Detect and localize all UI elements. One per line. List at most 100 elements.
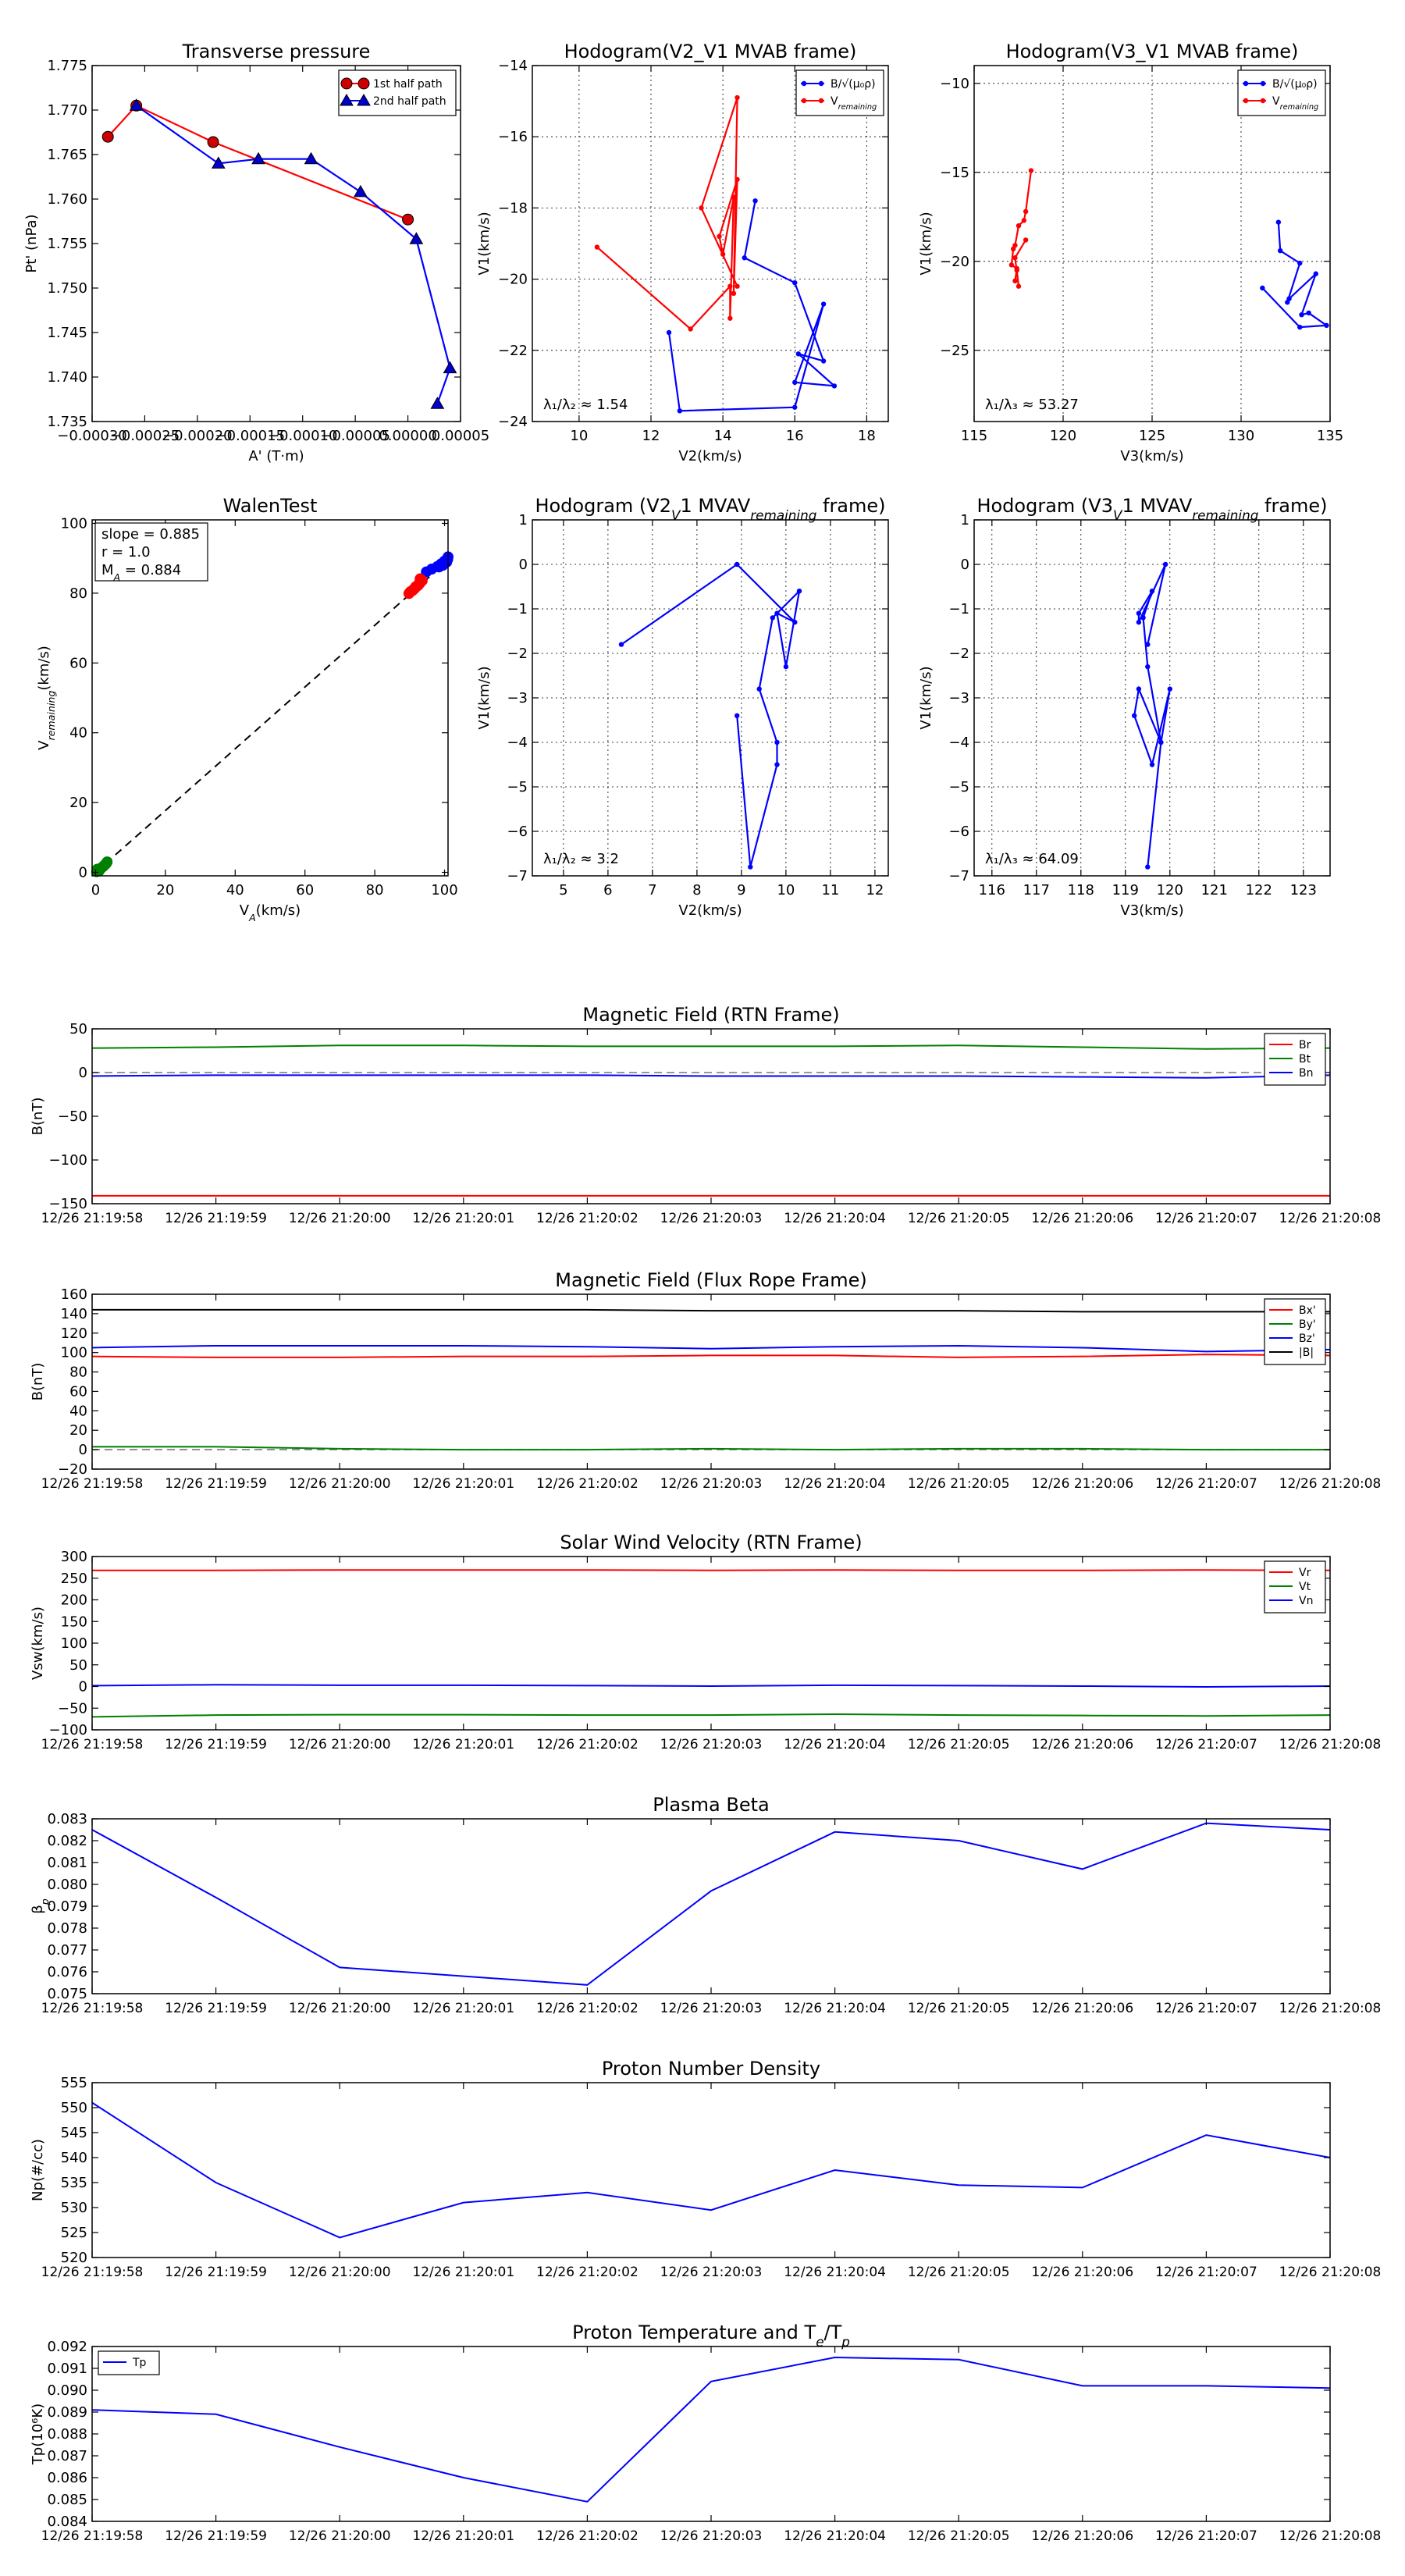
data-point xyxy=(735,283,740,289)
legend-marker xyxy=(801,98,807,104)
y-tick-label: 60 xyxy=(69,1383,87,1400)
chart-title: Hodogram(V3_V1 MVAB frame) xyxy=(1006,41,1299,62)
data-point xyxy=(251,151,265,165)
y-tick-label: 20 xyxy=(69,1422,87,1439)
data-point xyxy=(129,98,144,111)
x-tick-label: 12/26 21:20:05 xyxy=(908,1737,1010,1752)
y-tick-label: −3 xyxy=(948,690,969,706)
data-point xyxy=(796,589,802,594)
data-point xyxy=(1275,219,1282,225)
data-point xyxy=(1324,322,1329,329)
y-tick-label: 530 xyxy=(61,2200,87,2216)
label-part: V xyxy=(240,902,250,919)
data-point xyxy=(409,232,424,244)
label-part: V xyxy=(1113,507,1123,523)
chart-title: Proton Number Density xyxy=(602,2058,820,2080)
y-tick-label: 525 xyxy=(61,2225,87,2241)
y-tick-label: 1.765 xyxy=(47,147,87,163)
chart-bfield: 12/26 21:19:58 12/26 21:19:59 12/26 21:20:… xyxy=(30,1004,1381,1226)
x-tick-label: 12/26 21:20:00 xyxy=(289,1211,391,1226)
x-axis-label: V2(km/s) xyxy=(678,902,742,919)
y-tick-label: −6 xyxy=(948,824,969,840)
x-tick-label: −0.00010 xyxy=(268,428,338,444)
x-tick-label: 12/26 21:19:58 xyxy=(41,2265,144,2280)
data-point xyxy=(666,329,672,336)
data-point xyxy=(831,383,838,389)
y-tick-label: −18 xyxy=(498,200,528,216)
y-tick-label: 60 xyxy=(69,655,87,671)
legend-marker xyxy=(1260,98,1266,104)
x-tick-label: 12/26 21:20:00 xyxy=(289,2528,391,2544)
data-point xyxy=(735,713,740,718)
y-tick-label: −150 xyxy=(49,1196,87,1212)
legend-label: 2nd half path xyxy=(373,95,446,108)
y-axis-label: Pt' (nPa) xyxy=(23,214,40,272)
plot-area xyxy=(92,2083,1330,2258)
data-point xyxy=(1028,168,1034,173)
y-tick-label: −50 xyxy=(58,1700,87,1717)
x-tick-label: 119 xyxy=(1112,882,1139,898)
y-axis-label: V1(km/s) xyxy=(476,666,493,729)
legend: Vr Vt Vn xyxy=(1264,1560,1326,1614)
x-tick-label: 12/26 21:20:05 xyxy=(908,2528,1010,2544)
x-tick-label: 0 xyxy=(91,882,100,898)
data-point xyxy=(1162,561,1168,568)
legend-marker xyxy=(1243,98,1249,104)
y-tick-label: −4 xyxy=(507,735,528,751)
x-tick-label: 12/26 21:20:07 xyxy=(1155,1476,1257,1492)
data-point xyxy=(735,176,740,183)
y-axis-label: B(nT) xyxy=(30,1098,46,1136)
x-tick-label: 7 xyxy=(648,882,656,898)
legend-label: Bt xyxy=(1299,1053,1311,1066)
y-tick-label: 80 xyxy=(69,585,87,602)
data-point xyxy=(1299,312,1304,318)
legend-marker xyxy=(818,80,824,87)
series-line-B xyxy=(92,1308,1330,1313)
x-tick-label: 16 xyxy=(786,428,804,444)
legend-label: Vremaining xyxy=(1272,95,1318,112)
x-tick-label: 12/26 21:20:08 xyxy=(1279,1737,1382,1752)
y-tick-label: −7 xyxy=(507,868,528,884)
y-tick-label: −100 xyxy=(49,1152,87,1169)
y-axis-label: βp xyxy=(30,1898,51,1914)
data-point xyxy=(1136,686,1142,692)
data-point xyxy=(742,255,747,261)
y-tick-label: −1 xyxy=(948,601,969,617)
data-point xyxy=(96,862,108,873)
y-tick-label: 1 xyxy=(961,512,969,528)
series-line-Bn xyxy=(91,1074,1331,1079)
legend-label: Tp xyxy=(132,2357,147,2369)
label-part: Proton Temperature and T xyxy=(572,2322,816,2343)
x-tick-label: 12/26 21:20:07 xyxy=(1155,2001,1257,2016)
data-point xyxy=(735,561,740,568)
x-tick-label: 12/26 21:20:05 xyxy=(908,1211,1010,1226)
x-tick-label: 5 xyxy=(559,882,567,898)
data-point xyxy=(354,184,368,197)
fit-line xyxy=(94,563,446,873)
legend: Bx'By'Bz' |B| xyxy=(1264,1298,1326,1365)
legend-label: B/√(μ₀ρ) xyxy=(1272,78,1318,91)
x-tick-label: 12/26 21:20:06 xyxy=(1031,1476,1133,1492)
y-tick-label: 0.091 xyxy=(47,2361,87,2377)
data-point xyxy=(1286,296,1292,301)
data-point xyxy=(752,198,758,204)
x-tick-label: 12/26 21:20:04 xyxy=(784,2001,886,2016)
y-axis-label: V1(km/s) xyxy=(918,212,934,275)
x-tick-label: 12/26 21:19:58 xyxy=(41,1737,144,1752)
x-tick-label: 120 xyxy=(1050,428,1076,444)
label-part: p xyxy=(841,2334,850,2350)
data-point xyxy=(211,156,226,169)
data-point xyxy=(1010,246,1016,252)
y-tick-label: −1 xyxy=(507,601,528,617)
data-point xyxy=(1023,208,1029,215)
x-tick-label: 12/26 21:20:00 xyxy=(289,2265,391,2280)
x-tick-label: 12/26 21:20:04 xyxy=(784,1211,886,1226)
legend-marker xyxy=(1243,80,1249,87)
legend-label: 1st half path xyxy=(373,78,443,91)
data-point xyxy=(770,615,775,621)
x-tick-label: 12/26 21:20:08 xyxy=(1279,2001,1382,2016)
label-part: Hodogram (V3 xyxy=(976,495,1113,517)
y-tick-label: −20 xyxy=(940,254,969,270)
series-line-Bt xyxy=(91,1044,1331,1050)
x-tick-label: 12/26 21:20:01 xyxy=(412,2528,514,2544)
